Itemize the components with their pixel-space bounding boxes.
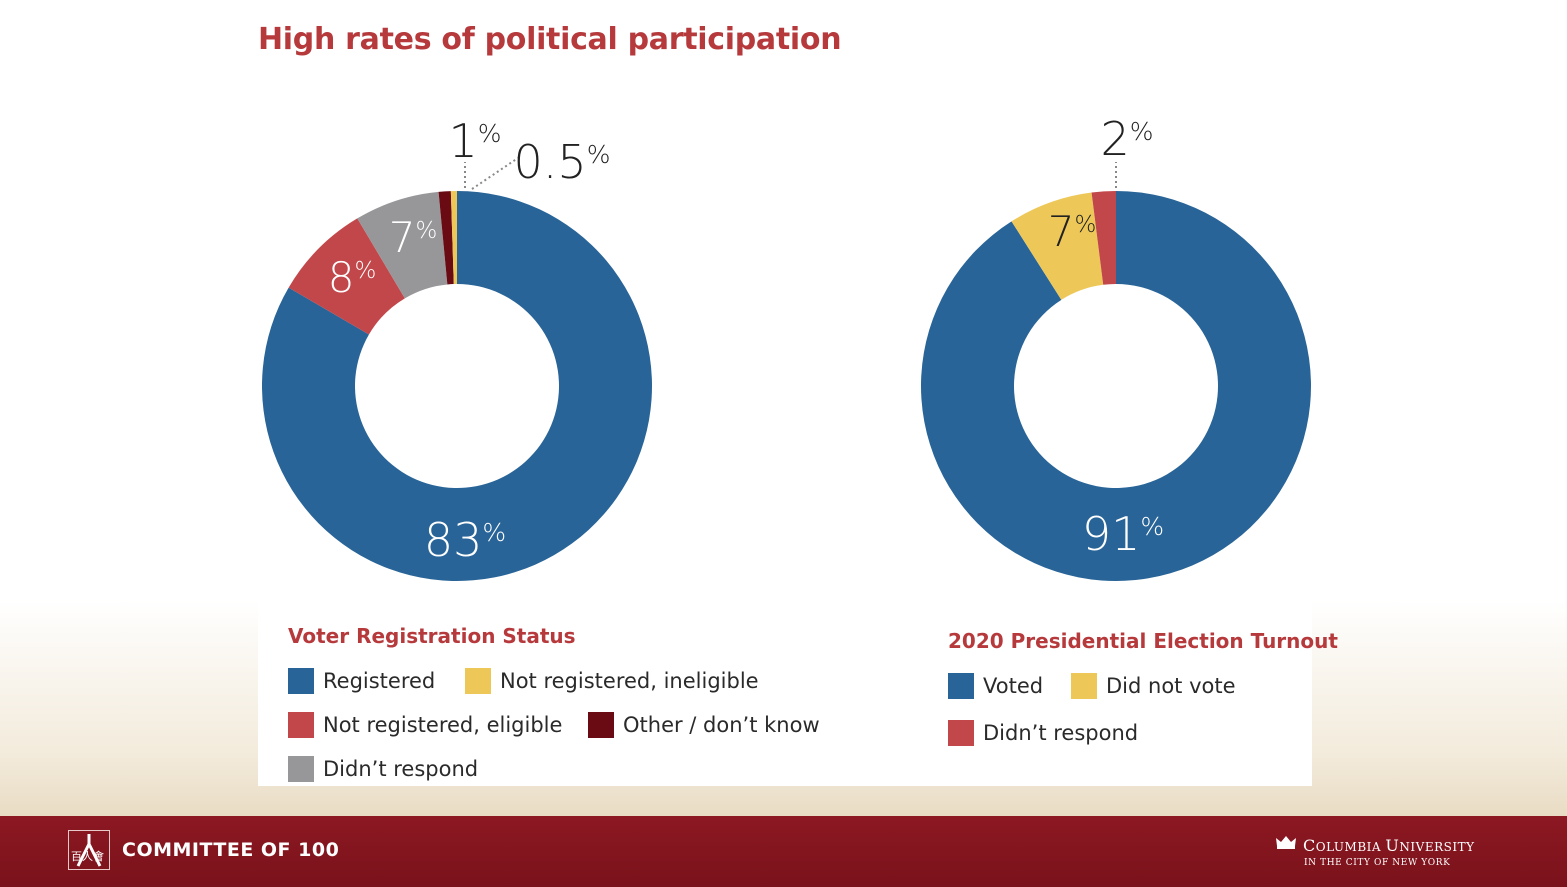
legend-swatch [588,712,614,738]
legend-item-didnt-respond: Didn’t respond [288,756,478,782]
columbia-university-subtitle: IN THE CITY OF NEW YORK [1304,858,1451,868]
legend-swatch [288,668,314,694]
legend-swatch [288,756,314,782]
columbia-crown-icon [1276,836,1296,849]
legend-swatch [1071,673,1097,699]
footer-bar [0,816,1567,887]
donut-slice-registered [262,191,653,581]
legend-title-turnout: 2020 Presidential Election Turnout [948,629,1338,653]
legend-item-voted: Voted [948,673,1043,699]
legend-label: Not registered, eligible [323,713,563,737]
data-label-did-not-vote: 7% [1048,207,1097,256]
legend-title-registration: Voter Registration Status [288,624,576,648]
page-title: High rates of political participation [258,22,842,57]
legend-label: Other / don’t know [623,713,820,737]
legend-swatch [948,673,974,699]
election-turnout-donut: 91%7%2% [920,112,1312,581]
voter-registration-donut: 83%8%7%1%0.5% [262,114,653,581]
legend-swatch [948,720,974,746]
legend-label: Did not vote [1106,674,1236,698]
legend-item-did-not-vote: Did not vote [1071,673,1236,699]
legend-label: Registered [323,669,436,693]
donut-slice-voted [920,191,1312,581]
data-label-not-registered-ineligible: 0.5% [514,135,611,189]
columbia-university-name: COLUMBIA UNIVERSITY [1303,836,1475,855]
data-label-other-don-t-know: 1% [448,114,501,168]
legend-panel [258,600,1312,786]
legend-label: Not registered, ineligible [500,669,759,693]
legend-swatch [465,668,491,694]
donut-slice-other-don-t-know [438,191,454,285]
legend-item-didnt-respond-turnout: Didn’t respond [948,720,1138,746]
legend-label: Didn’t respond [323,757,479,781]
committee-of-100-logo-icon: 百人會 [68,830,110,870]
committee-of-100-name: COMMITTEE OF 100 [122,839,340,861]
donut-slice-didn-t-respond [1091,191,1116,285]
legend-item-other-dont-know: Other / don’t know [588,712,820,738]
legend-label: Voted [983,674,1044,698]
legend-item-not-registered-ineligible: Not registered, ineligible [465,668,759,694]
data-label-didn-t-respond: 2% [1100,112,1153,166]
legend-item-registered: Registered [288,668,435,694]
donut-slice-did-not-vote [1011,192,1104,300]
legend-item-not-registered-eligible: Not registered, eligible [288,712,562,738]
leader-line-not-registered-ineligible [471,157,519,190]
donut-slice-not-registered-ineligible [450,191,457,285]
donut-slice-didn-t-respond [357,191,448,299]
donut-slice-not-registered-eligible [288,218,405,335]
data-label-not-registered-eligible: 8% [328,253,377,302]
legend-swatch [288,712,314,738]
legend-label: Didn’t respond [983,721,1139,745]
